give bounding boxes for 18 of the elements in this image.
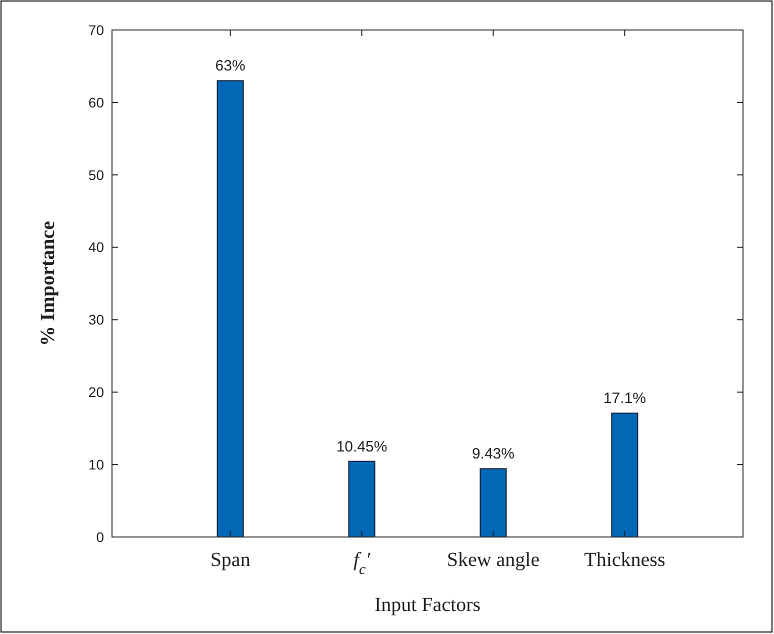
y-axis-title: % Importance (37, 220, 59, 346)
data-label: 17.1% (603, 390, 646, 408)
y-tick-label: 10 (88, 456, 104, 472)
y-tick-label: 50 (88, 166, 104, 183)
y-tick-label: 70 (88, 22, 104, 38)
x-axis-title: Input Factors (374, 594, 481, 616)
y-tick-label: 20 (88, 384, 104, 400)
y-tick-label: 30 (88, 312, 104, 328)
data-label: 10.45% (336, 438, 388, 456)
y-tick-label: 0 (96, 528, 104, 545)
x-tick-label: Skew angle (446, 549, 540, 571)
x-tick-label: Thickness (584, 549, 666, 571)
y-tick-label: 60 (88, 94, 104, 110)
x-tick-label: f$_{c}$′ (353, 549, 371, 578)
data-label: 63% (215, 58, 246, 75)
y-tick-label: 40 (88, 239, 104, 256)
data-label: 9.43% (472, 446, 515, 463)
x-tick-label: Span (210, 549, 250, 571)
